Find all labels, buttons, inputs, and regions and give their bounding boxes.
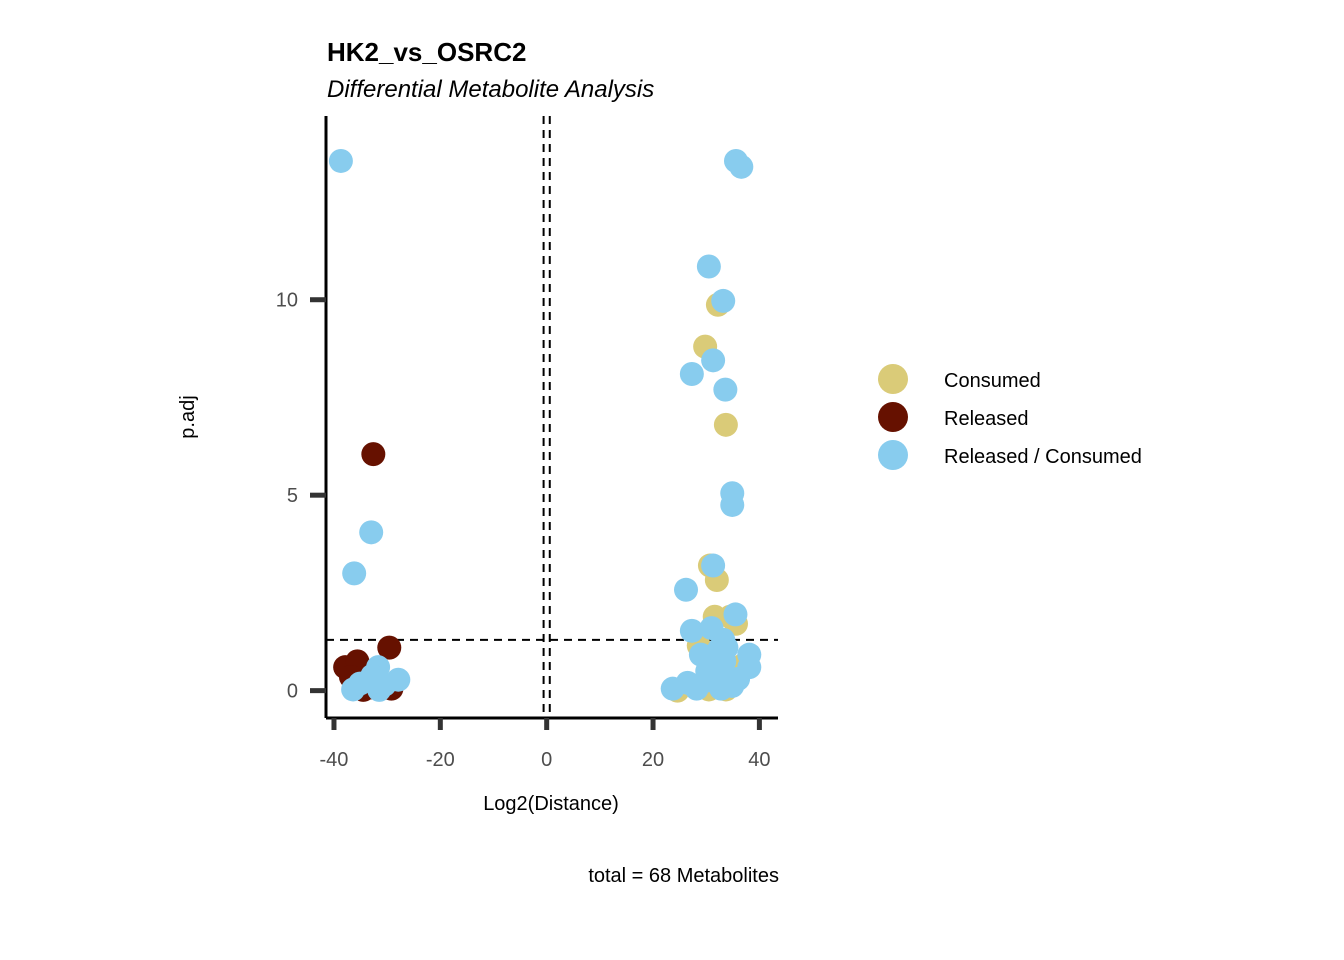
- reference-lines: [326, 116, 778, 718]
- data-point: [701, 553, 726, 578]
- x-axis-title: Log2(Distance): [483, 793, 619, 815]
- data-point: [729, 154, 754, 179]
- legend-key: [878, 440, 908, 470]
- data-point: [361, 442, 386, 467]
- data-point: [696, 254, 721, 279]
- legend-label: Consumed: [944, 370, 1041, 392]
- x-tick-label: -40: [320, 749, 349, 771]
- data-point: [711, 288, 736, 313]
- legend: Consumed Released Released / Consumed: [878, 364, 1142, 470]
- data-point: [675, 670, 700, 695]
- data-point: [701, 348, 726, 373]
- data-point: [720, 492, 745, 517]
- legend-key: [878, 402, 908, 432]
- x-tick-label: 0: [541, 749, 552, 771]
- data-point: [359, 520, 384, 545]
- data-point: [713, 377, 738, 402]
- data-point: [714, 635, 739, 660]
- chart-title: HK2_vs_OSRC2: [327, 37, 526, 67]
- x-tick-label: 20: [642, 749, 664, 771]
- data-point: [348, 671, 373, 696]
- legend-label: Released: [944, 408, 1029, 430]
- legend-item: Consumed: [878, 364, 1041, 394]
- data-point: [372, 672, 397, 697]
- y-tick-label: 10: [276, 290, 298, 312]
- data-point: [726, 666, 751, 691]
- y-axis-title: p.adj: [177, 395, 199, 438]
- data-point: [723, 602, 748, 627]
- x-tick-label: -20: [426, 749, 455, 771]
- y-tick-label: 5: [287, 485, 298, 507]
- data-points: [328, 148, 762, 703]
- legend-label: Released / Consumed: [944, 446, 1142, 468]
- legend-item: Released: [878, 402, 1029, 432]
- data-point: [328, 148, 353, 173]
- data-point: [679, 362, 704, 386]
- x-tick-label: 40: [748, 749, 770, 771]
- data-point: [699, 616, 724, 641]
- data-point: [713, 412, 738, 437]
- chart-subtitle: Differential Metabolite Analysis: [327, 76, 654, 103]
- series-released-consumed: [328, 148, 762, 702]
- data-point: [679, 618, 704, 643]
- data-point: [342, 561, 367, 586]
- legend-item: Released / Consumed: [878, 440, 1142, 470]
- data-point: [693, 668, 718, 693]
- y-tick-label: 0: [287, 681, 298, 703]
- axes: [324, 116, 778, 720]
- legend-key: [878, 364, 908, 394]
- data-point: [377, 635, 402, 660]
- caption: total = 68 Metabolites: [588, 865, 779, 887]
- ticks: -40 -20 0 20 40 0 5 10: [276, 290, 771, 771]
- data-point: [674, 577, 699, 602]
